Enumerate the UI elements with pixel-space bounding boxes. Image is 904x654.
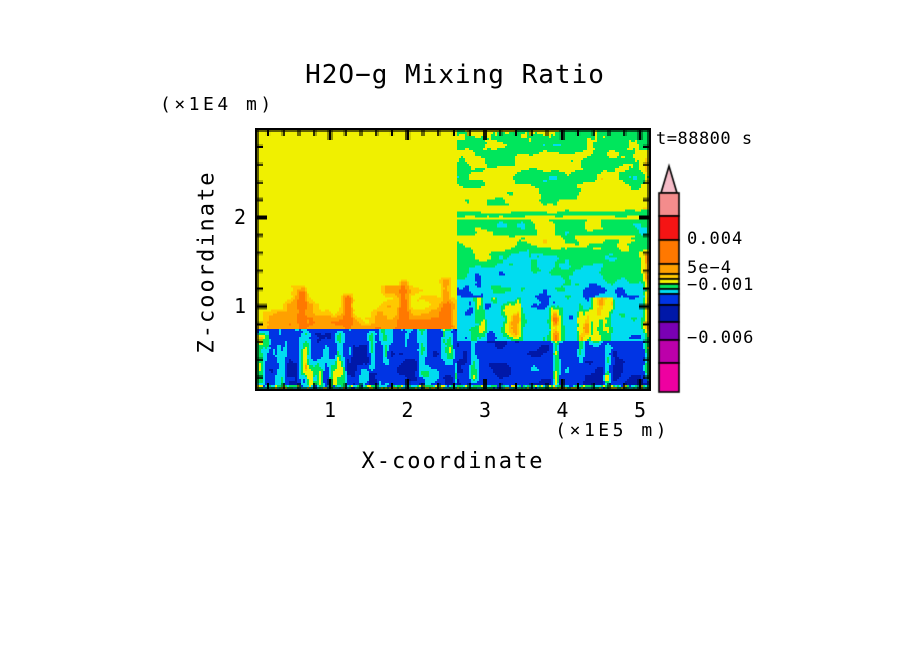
colorbar: [653, 163, 683, 395]
colorbar-tick-label: −0.001: [687, 275, 755, 295]
timestamp-label: t=88800 s: [656, 129, 753, 149]
x-axis-label: X-coordinate: [361, 449, 545, 474]
x-axis-unit-label: (×1E5 m): [555, 420, 670, 441]
z-axis-unit-label: (×1E4 m): [160, 94, 275, 115]
colorbar-tick-label: 0.004: [687, 229, 744, 249]
x-tick-label: 1: [323, 398, 337, 422]
chart-title: H2O−g Mixing Ratio: [305, 60, 605, 90]
z-tick-label: 1: [233, 294, 246, 318]
z-axis-label: Z-coordinate: [194, 170, 220, 354]
x-tick-label: 3: [478, 398, 492, 422]
contour-plot-canvas: [255, 128, 651, 391]
colorbar-tick-label: 5e−4: [687, 258, 732, 278]
colorbar-tick-label: −0.006: [687, 328, 755, 348]
x-tick-label: 4: [556, 398, 569, 422]
x-tick-label: 2: [401, 398, 414, 422]
x-tick-label: 5: [633, 398, 647, 422]
z-tick-label: 2: [233, 205, 246, 229]
